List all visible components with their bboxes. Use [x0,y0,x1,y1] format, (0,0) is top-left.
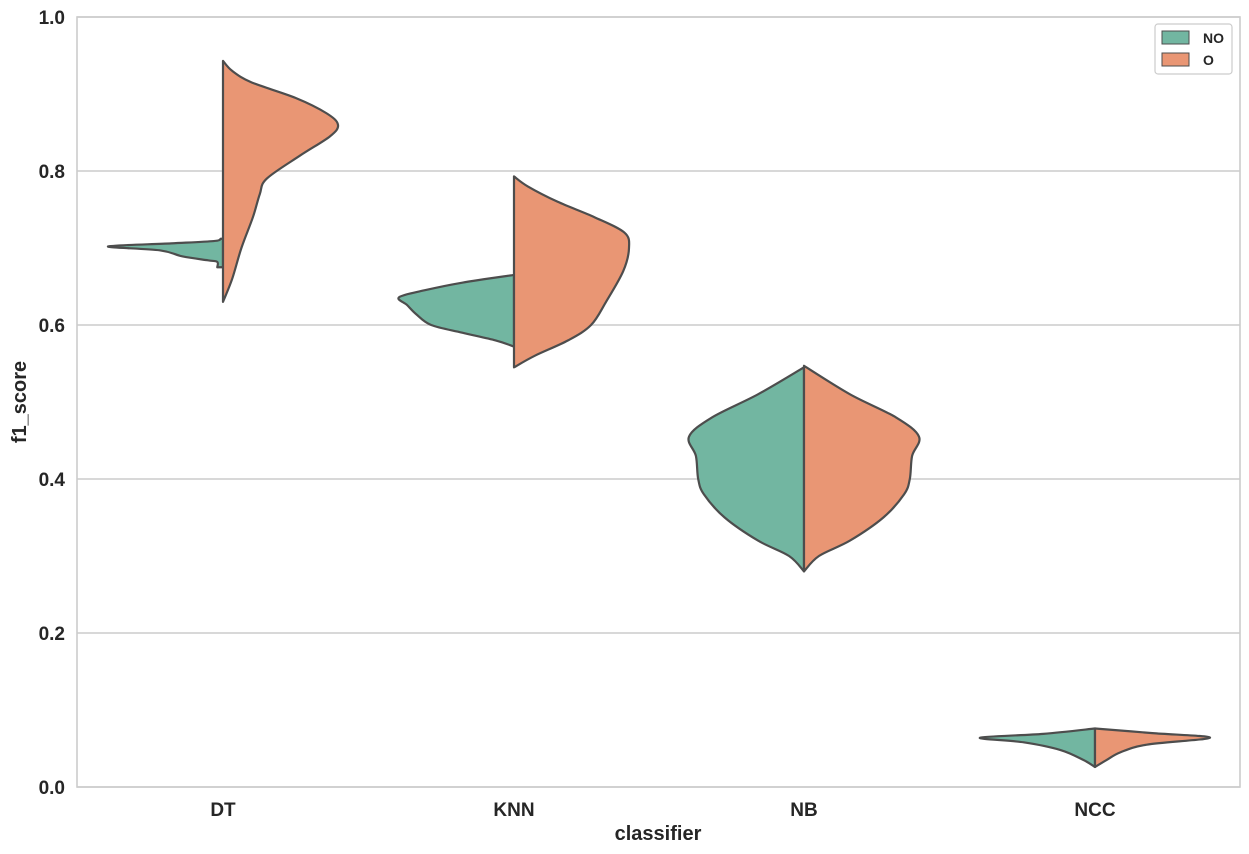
legend-label-o: O [1203,52,1214,68]
x-tick-label: NB [790,800,817,821]
x-tick-label: DT [210,800,236,821]
violin-plots [106,59,1212,769]
y-tick-labels: 0.0 0.2 0.4 0.6 0.8 1.0 [39,8,66,799]
y-tick-label: 0.4 [39,470,66,491]
legend-label-no: NO [1203,30,1224,46]
y-tick-label: 0.2 [39,624,65,645]
violin-dt-no [106,237,225,269]
x-tick-label: NCC [1074,800,1115,821]
plot-frame [76,16,1241,788]
y-tick-label: 0.0 [39,778,65,799]
y-tick-label: 1.0 [39,8,65,29]
x-tick-label: KNN [493,800,534,821]
violin-nb-no [687,366,806,573]
violin-knn-no [397,273,516,348]
y-tick-label: 0.8 [39,162,65,183]
violin-nb-o [802,364,921,573]
violin-knn-o [512,175,631,369]
y-tick-label: 0.6 [39,316,65,337]
x-axis-label: classifier [615,823,702,845]
violin-dt-o [221,59,340,303]
legend-swatch-no [1161,30,1190,45]
y-axis-label: f1_score [9,361,31,443]
legend-swatch-o [1161,52,1190,67]
legend: NO O [1154,23,1233,75]
x-tick-labels: DT KNN NB NCC [210,800,1116,821]
violin-ncc-o [1093,727,1212,769]
violin-ncc-no [978,727,1097,769]
